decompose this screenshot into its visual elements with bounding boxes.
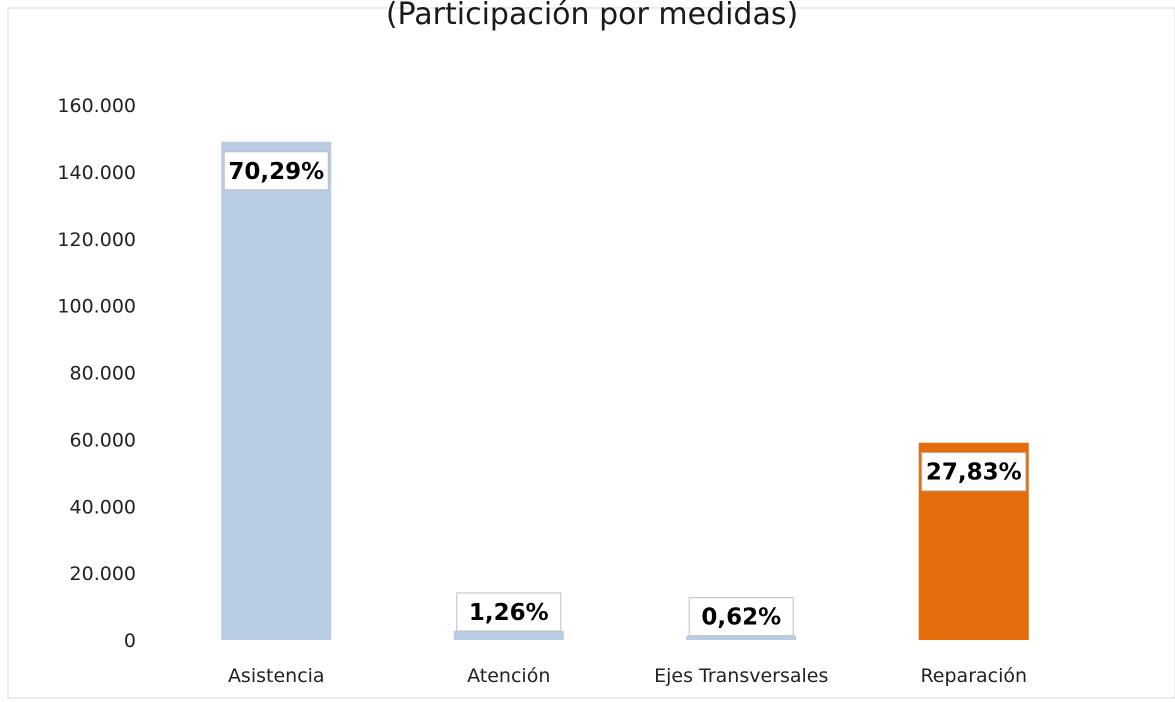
- y-tick-label: 100.000: [57, 296, 136, 318]
- bars: 70,29% 1,26% 0,62% 27,83%: [221, 141, 1029, 640]
- y-tick-label: 120.000: [57, 229, 136, 251]
- data-label-box: [456, 592, 562, 632]
- y-axis-ticks: 0 20.000 40.000 60.000 80.000 100.000 120.000 1…: [57, 95, 136, 652]
- x-axis-categories: Asistencia Atención Ejes Transversales Repa…: [228, 665, 1027, 687]
- bar: [686, 635, 797, 640]
- x-category-label: Atención: [467, 665, 550, 687]
- data-label-box: [688, 597, 794, 637]
- data-label: 70,29%: [228, 159, 324, 185]
- data-label: 27,83%: [926, 460, 1022, 486]
- chart-title: (Participación por medidas): [386, 0, 798, 32]
- y-tick-label: 160.000: [57, 95, 136, 117]
- data-label: 0,62%: [701, 605, 781, 631]
- x-category-label: Reparación: [920, 665, 1027, 687]
- data-label-box: [223, 151, 329, 191]
- data-label-box: [921, 452, 1027, 492]
- data-label: 1,26%: [469, 600, 549, 626]
- bar: [221, 141, 332, 640]
- x-category-label: Asistencia: [228, 665, 325, 687]
- y-tick-label: 0: [124, 630, 136, 652]
- chart-border: [7, 7, 1175, 699]
- y-tick-label: 20.000: [70, 563, 136, 585]
- bar: [453, 630, 564, 640]
- x-category-label: Ejes Transversales: [654, 665, 828, 687]
- y-tick-label: 60.000: [70, 429, 136, 451]
- y-tick-label: 40.000: [70, 496, 136, 518]
- y-tick-label: 80.000: [70, 363, 136, 385]
- y-tick-label: 140.000: [57, 162, 136, 184]
